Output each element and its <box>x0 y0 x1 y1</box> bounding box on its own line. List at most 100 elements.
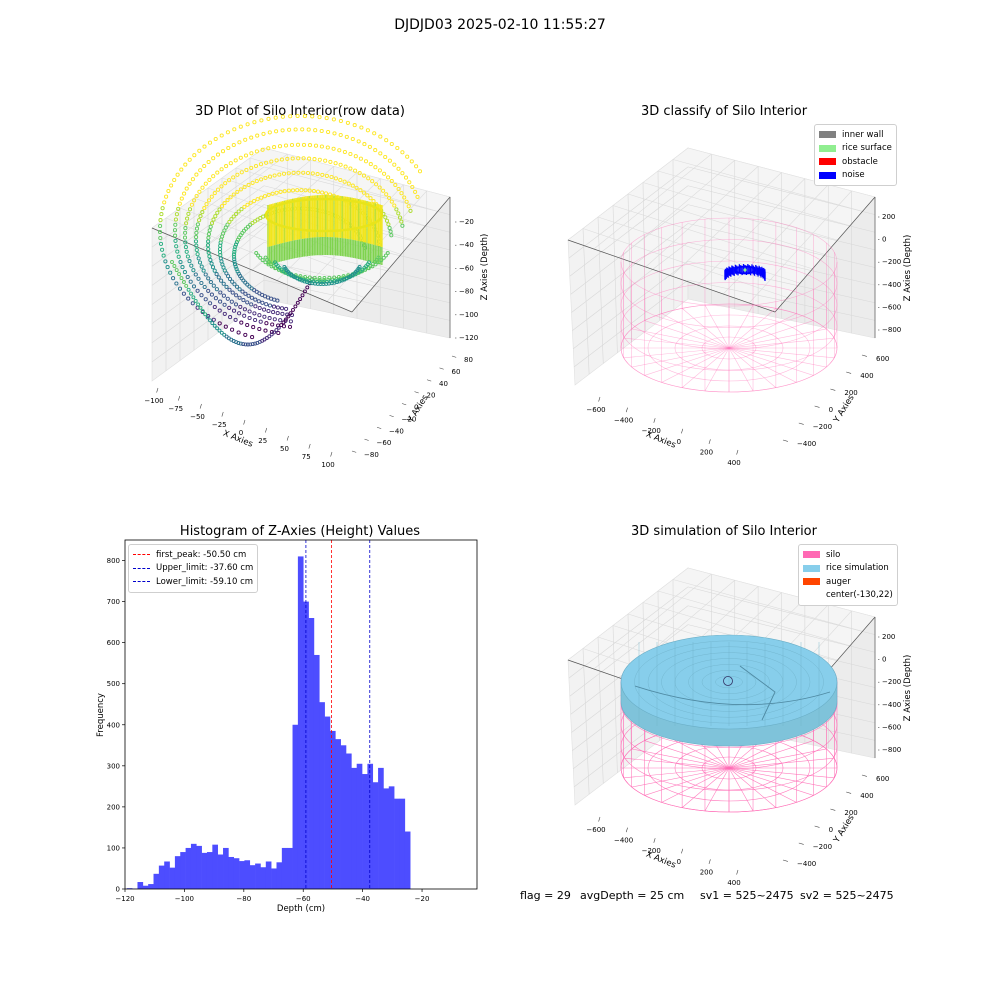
raw-x-tick: 50 <box>280 445 289 453</box>
raw-point <box>312 157 317 162</box>
raw-point <box>202 144 207 149</box>
raw-point <box>381 188 386 193</box>
raw-point <box>196 256 201 261</box>
raw-point <box>229 299 234 304</box>
histogram-x-label: Depth (cm) <box>277 904 325 914</box>
raw-point <box>269 332 274 337</box>
raw-point <box>397 215 403 220</box>
simulation-plot-title: 3D simulation of Silo Interior <box>631 524 817 539</box>
histogram-bar <box>137 882 144 889</box>
legend-item-noise: noise <box>819 169 892 183</box>
raw-point <box>266 192 271 197</box>
raw-point <box>237 287 242 292</box>
raw-point <box>232 282 237 287</box>
raw-point <box>186 211 191 216</box>
raw-y-tick: 80 <box>464 356 473 364</box>
raw-point <box>205 315 210 320</box>
raw-point <box>286 188 291 193</box>
histogram-x-tick: −60 <box>296 895 311 903</box>
raw-point <box>404 199 409 204</box>
raw-point <box>218 290 223 295</box>
raw-point <box>405 154 410 159</box>
raw-point <box>165 265 170 270</box>
raw-point <box>236 341 241 345</box>
raw-point <box>241 298 246 303</box>
raw-point <box>358 188 363 193</box>
histogram-y-label: Frequency <box>96 693 106 737</box>
raw-point <box>357 264 362 269</box>
noise-swatch <box>819 171 836 179</box>
raw-point <box>353 168 358 173</box>
raw-point <box>399 219 404 224</box>
raw-point <box>331 117 336 122</box>
raw-point <box>267 303 273 308</box>
raw-point <box>211 283 216 288</box>
histogram-bar <box>313 654 320 889</box>
raw-point <box>187 181 192 186</box>
silo-floor-spoke <box>728 767 835 779</box>
raw-point <box>219 184 224 189</box>
histogram-bar <box>383 788 390 889</box>
raw-point <box>269 329 274 335</box>
raw-point <box>342 149 347 155</box>
silo-floor-spoke <box>704 347 730 392</box>
raw-point <box>239 207 244 212</box>
raw-point <box>289 142 295 148</box>
y-axis-line <box>351 196 451 313</box>
raw-y-tick: 60 <box>452 368 461 376</box>
raw-point <box>286 171 291 176</box>
raw-point <box>277 144 283 149</box>
raw-point <box>407 180 412 185</box>
raw-point <box>184 186 189 191</box>
classify-x-tick: −600 <box>586 406 605 414</box>
histogram-x-tick: −80 <box>236 895 251 903</box>
simulation-y-axis-label: Y Axies <box>831 813 857 846</box>
raw-point <box>249 165 254 170</box>
raw-point <box>236 330 241 335</box>
raw-point <box>305 285 310 290</box>
raw-point <box>392 162 397 167</box>
raw-plot-title: 3D Plot of Silo Interior(row data) <box>195 104 405 119</box>
raw-point <box>245 300 250 305</box>
raw-point <box>258 255 263 260</box>
raw-point <box>219 167 224 172</box>
raw-point <box>201 268 206 273</box>
raw-point <box>206 198 212 203</box>
raw-point <box>277 172 282 177</box>
raw-point <box>189 202 194 207</box>
histogram-bar <box>308 618 315 889</box>
raw-point <box>288 311 293 316</box>
raw-point <box>249 295 254 300</box>
raw-point <box>175 172 180 177</box>
raw-point <box>157 229 163 235</box>
raw-point <box>245 322 250 328</box>
raw-point <box>345 120 350 125</box>
raw-x-tick: 100 <box>321 461 334 469</box>
raw-point <box>210 265 216 270</box>
raw-point <box>232 262 238 267</box>
classify-3d-plot: −600 −400 −200 0 200 400 −400 −200 0 200 400 600 200… <box>567 147 913 467</box>
raw-x-tick: 0 <box>239 429 243 437</box>
histogram-bar <box>399 798 406 889</box>
raw-point <box>197 148 202 153</box>
raw-point <box>217 321 222 326</box>
raw-point <box>376 255 381 260</box>
raw-point <box>211 217 216 222</box>
histogram-y-tick: 800 <box>107 557 120 565</box>
raw-point <box>383 253 388 258</box>
raw-point <box>228 315 233 320</box>
histogram-y-tick: 500 <box>107 680 120 688</box>
raw-point <box>225 296 230 301</box>
raw-point <box>211 174 216 179</box>
simulation-y-tick: 400 <box>860 792 873 800</box>
raw-point <box>195 288 200 293</box>
silo-floor-spoke <box>728 347 754 392</box>
raw-point <box>264 321 269 326</box>
silo-floor-spoke <box>728 767 814 796</box>
histogram-bar <box>281 847 288 889</box>
raw-point <box>271 310 276 315</box>
silo-floor-spoke <box>728 757 835 769</box>
raw-point <box>267 174 273 179</box>
raw-point <box>237 140 242 145</box>
raw-point <box>252 198 257 204</box>
